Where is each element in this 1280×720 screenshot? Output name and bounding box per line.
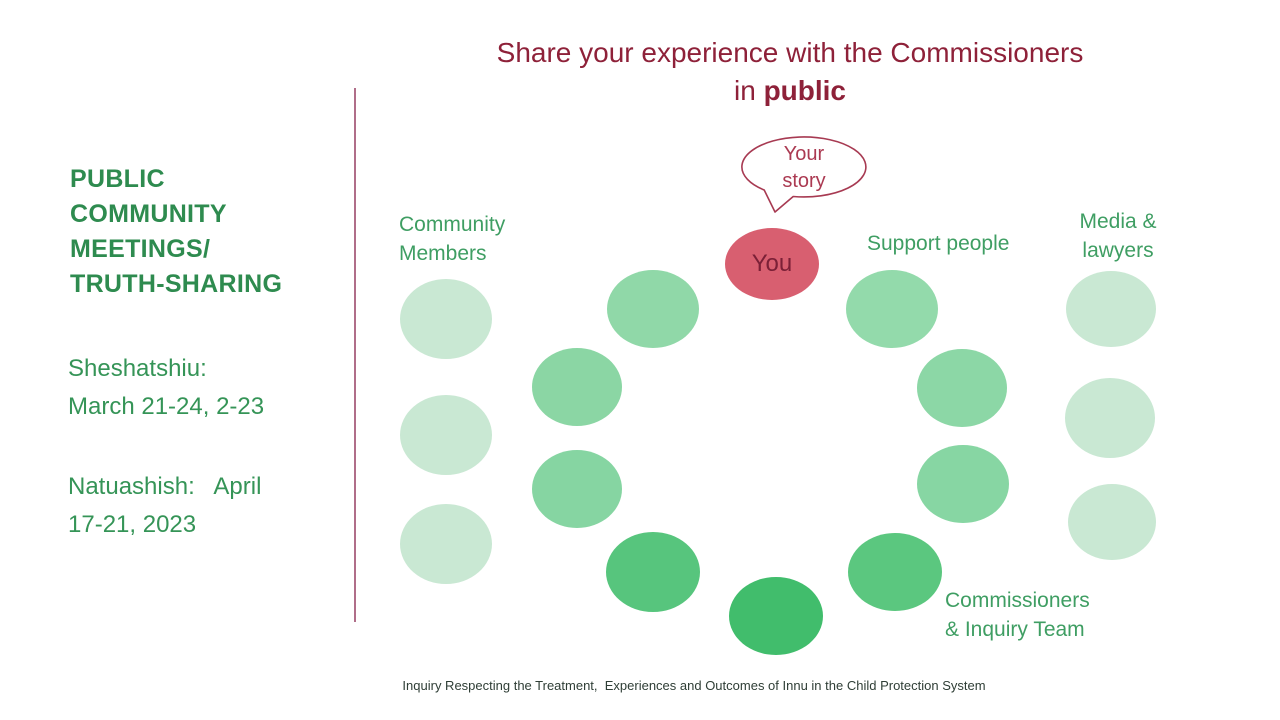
label-commissioners-line1: Commissioners bbox=[945, 589, 1090, 612]
sidebar-heading: PUBLIC COMMUNITY MEETINGS/ TRUTH-SHARING bbox=[70, 162, 340, 302]
member-circle-community-members bbox=[532, 450, 622, 528]
event-natuashish: Natuashish: April 17-21, 2023 bbox=[68, 468, 358, 544]
label-community-members-line1: Community bbox=[399, 213, 506, 236]
member-circle-support-people bbox=[846, 270, 938, 348]
vertical-divider bbox=[354, 88, 356, 622]
sidebar-heading-line: TRUTH-SHARING bbox=[70, 270, 283, 298]
label-commissioners-line2: & Inquiry Team bbox=[945, 618, 1085, 641]
footer-text: Inquiry Respecting the Treatment, Experi… bbox=[402, 678, 986, 693]
member-circle-media-lawyers bbox=[1068, 484, 1156, 560]
member-circle-media-lawyers bbox=[1066, 271, 1156, 347]
speech-bubble-line1: Your bbox=[783, 143, 825, 165]
member-circle-community-members bbox=[400, 504, 492, 584]
event-natuashish-name: Natuashish: April bbox=[68, 473, 262, 500]
member-circle-support-people bbox=[917, 349, 1007, 427]
member-circle-community-members bbox=[400, 395, 492, 475]
event-sheshatshiu-dates: March 21-24, 2-23 bbox=[68, 393, 265, 420]
member-circle-commissioners-inquiry-team bbox=[848, 533, 942, 611]
member-circle-media-lawyers bbox=[1065, 378, 1155, 458]
label-community-members: Community Members bbox=[399, 210, 539, 268]
speech-bubble-outline bbox=[741, 136, 867, 213]
slide-title-line2: in public bbox=[440, 72, 1140, 110]
speech-bubble-line2: story bbox=[782, 170, 826, 192]
label-community-members-line2: Members bbox=[399, 242, 487, 265]
event-sheshatshiu: Sheshatshiu: March 21-24, 2-23 bbox=[68, 350, 358, 426]
label-media-lawyers-line2: lawyers bbox=[1082, 239, 1154, 262]
member-circle-community-members bbox=[532, 348, 622, 426]
member-circle-community-members bbox=[607, 270, 699, 348]
label-commissioners-inquiry-team: Commissioners & Inquiry Team bbox=[945, 586, 1135, 644]
label-support-people: Support people bbox=[867, 232, 1010, 255]
member-circle-support-people bbox=[917, 445, 1009, 523]
you-label: You bbox=[751, 250, 793, 277]
slide-title-line2-emphasis: public bbox=[763, 75, 847, 106]
sidebar-heading-line: MEETINGS/ bbox=[70, 235, 211, 263]
slide-title: Share your experience with the Commissio… bbox=[440, 34, 1140, 110]
member-circle-commissioners-inquiry-team bbox=[606, 532, 700, 612]
sidebar-heading-line: COMMUNITY bbox=[70, 200, 227, 228]
event-sheshatshiu-name: Sheshatshiu: bbox=[68, 355, 207, 382]
you-circle: You bbox=[725, 228, 819, 300]
slide-title-line1: Share your experience with the Commissio… bbox=[496, 37, 1084, 68]
label-media-lawyers-line1: Media & bbox=[1079, 210, 1157, 233]
speech-bubble bbox=[741, 136, 867, 213]
member-circle-commissioners-inquiry-team bbox=[729, 577, 823, 655]
member-circle-community-members bbox=[400, 279, 492, 359]
speech-bubble-text: Your story bbox=[752, 141, 856, 195]
slide-title-line2-prefix: in bbox=[733, 75, 764, 106]
sidebar-heading-line: PUBLIC bbox=[70, 165, 165, 193]
label-media-lawyers: Media & lawyers bbox=[1073, 207, 1163, 265]
event-natuashish-dates: 17-21, 2023 bbox=[68, 511, 197, 538]
